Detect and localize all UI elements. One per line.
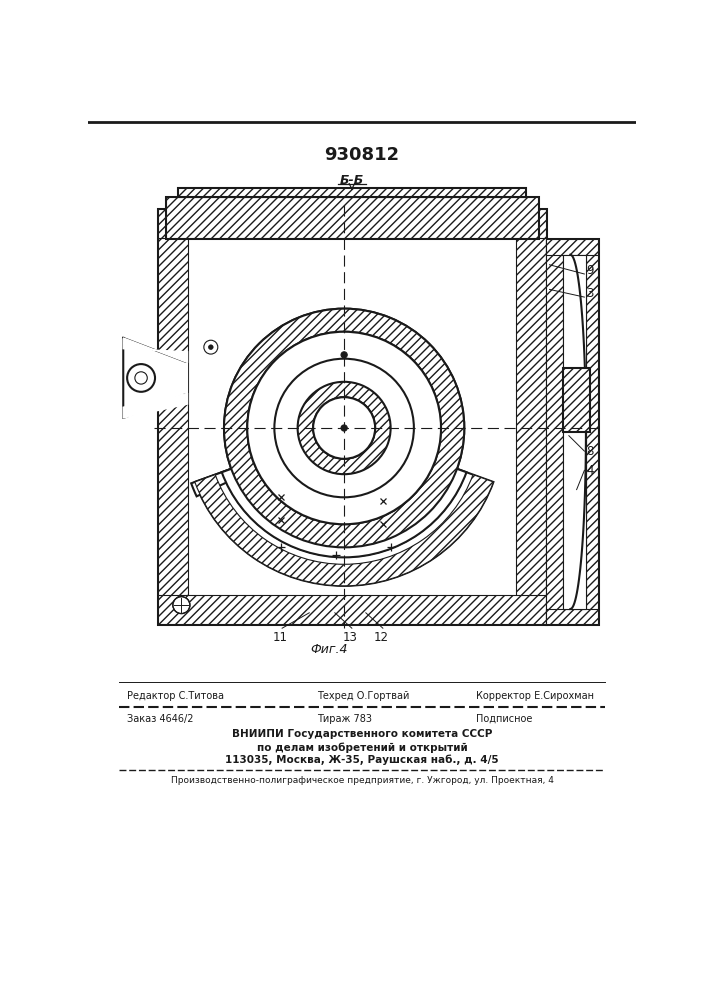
Text: Тираж 783: Тираж 783 xyxy=(317,714,372,724)
Wedge shape xyxy=(224,309,464,547)
Text: Редактор С.Титова: Редактор С.Титова xyxy=(127,691,224,701)
Bar xyxy=(158,595,546,624)
Bar xyxy=(586,239,598,624)
Circle shape xyxy=(274,359,414,497)
Bar xyxy=(563,255,586,609)
Polygon shape xyxy=(123,338,187,418)
Bar xyxy=(166,197,538,238)
Circle shape xyxy=(224,309,464,547)
Circle shape xyxy=(135,372,147,384)
Wedge shape xyxy=(222,428,467,557)
Bar xyxy=(546,609,598,624)
Wedge shape xyxy=(195,475,493,586)
Bar xyxy=(546,239,563,624)
Circle shape xyxy=(341,352,347,358)
Text: 12: 12 xyxy=(374,631,389,644)
Text: Корректор Е.Сирохман: Корректор Е.Сирохман xyxy=(476,691,594,701)
Bar xyxy=(158,209,546,624)
Text: 113035, Москва, Ж-35, Раушская наб., д. 4/5: 113035, Москва, Ж-35, Раушская наб., д. … xyxy=(225,755,498,765)
Text: Производственно-полиграфическое предприятие, г. Ужгород, ул. Проектная, 4: Производственно-полиграфическое предприя… xyxy=(170,776,554,785)
Bar xyxy=(158,209,546,238)
Text: Б-Б: Б-Б xyxy=(340,174,364,187)
Bar xyxy=(546,239,598,255)
Text: 11: 11 xyxy=(273,631,288,644)
Bar xyxy=(177,188,526,197)
Bar xyxy=(546,239,598,624)
Wedge shape xyxy=(298,382,391,474)
Text: 8: 8 xyxy=(586,445,593,458)
Text: Заказ 4646/2: Заказ 4646/2 xyxy=(127,714,194,724)
Wedge shape xyxy=(222,468,467,557)
Text: 13: 13 xyxy=(343,631,358,644)
Circle shape xyxy=(247,332,441,524)
Bar xyxy=(166,197,538,238)
Polygon shape xyxy=(123,338,187,363)
Text: 9: 9 xyxy=(586,264,593,277)
Bar xyxy=(516,209,546,624)
Text: Техред О.Гортвай: Техред О.Гортвай xyxy=(317,691,409,701)
Text: по делам изобретений и открытий: по делам изобретений и открытий xyxy=(257,742,467,753)
Bar xyxy=(158,209,187,624)
Circle shape xyxy=(341,425,347,431)
Circle shape xyxy=(173,597,190,614)
Text: Подписное: Подписное xyxy=(476,714,532,724)
Circle shape xyxy=(209,345,213,349)
Text: ВНИИПИ Государственного комитета СССР: ВНИИПИ Государственного комитета СССР xyxy=(232,729,492,739)
Bar xyxy=(563,368,590,432)
Wedge shape xyxy=(195,428,493,586)
Wedge shape xyxy=(191,428,344,496)
Text: 3: 3 xyxy=(586,287,593,300)
Bar xyxy=(158,363,187,393)
Polygon shape xyxy=(123,393,187,418)
Circle shape xyxy=(313,397,375,459)
Text: 4: 4 xyxy=(586,464,593,477)
Text: 930812: 930812 xyxy=(325,146,399,164)
Circle shape xyxy=(204,340,218,354)
Text: Фиг.4: Фиг.4 xyxy=(310,643,347,656)
Circle shape xyxy=(127,364,155,392)
